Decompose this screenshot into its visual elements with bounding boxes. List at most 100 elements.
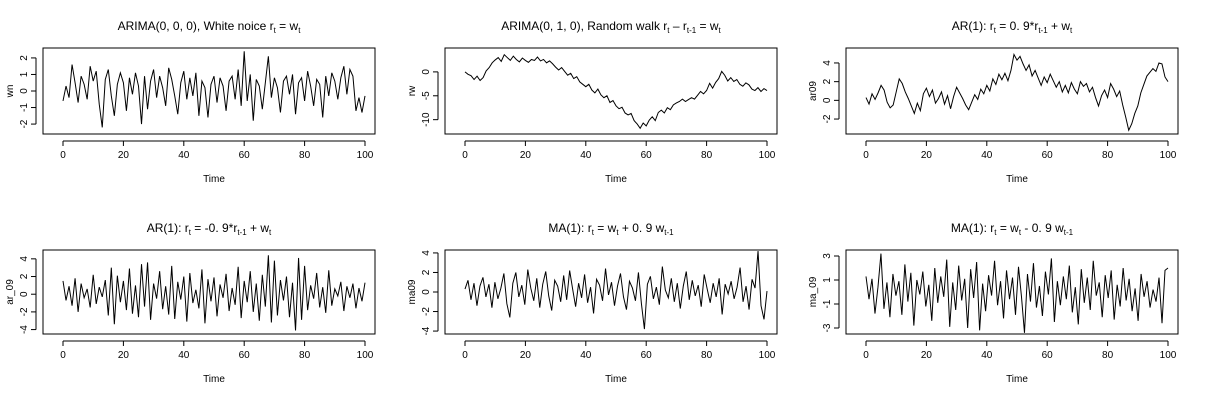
title-m1: – r: [670, 19, 687, 33]
x-tick-label: 100: [357, 350, 374, 361]
x-tick-label: 100: [759, 150, 776, 161]
x-tick-label: 80: [299, 150, 311, 161]
title-s1: t: [994, 26, 997, 35]
title-s2: t-1: [687, 26, 697, 35]
title-m1: = w: [996, 221, 1019, 235]
title-s1: t: [189, 228, 192, 237]
title-s3: t-1: [1064, 228, 1074, 237]
x-tick-label: 0: [60, 350, 66, 361]
y-tick-label: 2: [19, 55, 30, 61]
title-s2: t: [298, 26, 301, 35]
plot-frame: [42, 47, 376, 135]
y-axis-label: ma_09: [808, 276, 819, 307]
title-s2: t-1: [237, 228, 247, 237]
title-s1: t: [667, 26, 670, 35]
series-line-1: [865, 53, 1169, 132]
x-axis-label: Time: [1006, 374, 1028, 385]
y-axis-label: wn: [5, 85, 16, 99]
x-tick-label: 20: [520, 350, 532, 361]
x-tick-label: 100: [759, 350, 776, 361]
y-tick-label: -2: [19, 307, 30, 316]
title-pre: ARIMA(0, 0, 0), White noice r: [118, 19, 274, 33]
y-tick-label: 4: [421, 250, 432, 256]
chart-title: AR(1): rt = 0. 9*rt-1 + wt: [952, 19, 1073, 35]
series-line-1: [464, 250, 768, 330]
y-tick-label: -2: [421, 307, 432, 316]
y-tick-label: 1: [822, 277, 833, 283]
x-axis-label: Time: [605, 374, 627, 385]
chart-panel-5: MA(1): rt = wt + 0. 9 wt-10 20 40 60 80 100Ti…: [407, 221, 778, 385]
y-tick-label: -5: [421, 91, 432, 100]
x-tick-label: 40: [981, 350, 993, 361]
x-tick-label: 0: [863, 150, 869, 161]
x-tick-label: 20: [118, 150, 130, 161]
x-axis-label: Time: [605, 174, 627, 185]
title-m1: = w: [276, 19, 299, 33]
chart-title: MA(1): rt = wt - 0. 9 wt-1: [951, 221, 1074, 237]
x-tick-label: 40: [981, 150, 993, 161]
title-pre: MA(1): r: [548, 221, 591, 235]
title-m2: + w: [1048, 19, 1071, 33]
y-tick-label: -10: [421, 112, 432, 127]
chart-panel-6: MA(1): rt = wt - 0. 9 wt-10 20 40 60 80 100Ti…: [808, 221, 1179, 385]
x-tick-label: 100: [1160, 350, 1177, 361]
y-tick-label: 0: [421, 69, 432, 75]
title-pre: ARIMA(0, 1, 0), Random walk r: [501, 19, 667, 33]
x-axis-label: Time: [203, 374, 225, 385]
x-tick-label: 60: [1042, 350, 1054, 361]
title-s2: t-1: [1038, 26, 1048, 35]
y-tick-label: 4: [822, 60, 833, 66]
title-s1: t: [994, 228, 997, 237]
x-tick-label: 0: [863, 350, 869, 361]
y-axis-label: rw: [407, 85, 418, 96]
plot-frame: [444, 47, 778, 135]
title-s2: t: [1019, 228, 1022, 237]
x-tick-label: 20: [921, 150, 933, 161]
x-tick-label: 0: [60, 150, 66, 161]
x-tick-label: 20: [921, 350, 933, 361]
x-tick-label: 60: [641, 350, 653, 361]
title-m1: = -0. 9*r: [191, 221, 237, 235]
x-tick-label: 60: [239, 350, 251, 361]
y-tick-label: -1: [19, 103, 30, 112]
y-tick-label: 2: [19, 273, 30, 279]
title-pre: AR(1): r: [147, 221, 189, 235]
x-tick-label: 100: [357, 150, 374, 161]
y-tick-label: 3: [822, 253, 833, 259]
y-tick-label: -2: [822, 114, 833, 123]
y-tick-label: 1: [19, 71, 30, 77]
y-tick-label: 2: [822, 78, 833, 84]
chart-panel-2: ARIMA(0, 1, 0), Random walk rt – rt-1 = …: [407, 19, 778, 185]
x-tick-label: 40: [178, 350, 190, 361]
title-pre: AR(1): r: [952, 19, 994, 33]
y-tick-label: 2: [421, 269, 432, 275]
x-tick-label: 80: [1102, 150, 1114, 161]
x-tick-label: 80: [1102, 350, 1114, 361]
chart-title: MA(1): rt = wt + 0. 9 wt-1: [548, 221, 674, 237]
x-tick-label: 0: [462, 150, 468, 161]
chart-title: AR(1): rt = -0. 9*rt-1 + wt: [147, 221, 272, 237]
series-line-1: [464, 53, 768, 130]
x-tick-label: 20: [520, 150, 532, 161]
x-tick-label: 0: [462, 350, 468, 361]
title-s3: t: [269, 228, 272, 237]
y-tick-label: -4: [19, 325, 30, 334]
title-m2: + w: [247, 221, 270, 235]
x-tick-label: 60: [1042, 150, 1054, 161]
title-m2: - 0. 9 w: [1021, 221, 1064, 235]
x-axis-label: Time: [203, 174, 225, 185]
x-axis-label: Time: [1006, 174, 1028, 185]
x-tick-label: 80: [299, 350, 311, 361]
series-line-1: [865, 253, 1169, 333]
y-tick-label: 0: [421, 289, 432, 295]
title-s3: t: [719, 26, 722, 35]
title-s2: t: [616, 228, 619, 237]
y-tick-label: 0: [19, 291, 30, 297]
x-tick-label: 40: [580, 150, 592, 161]
x-tick-label: 100: [1160, 150, 1177, 161]
x-tick-label: 80: [701, 350, 713, 361]
x-tick-label: 60: [239, 150, 251, 161]
title-pre: MA(1): r: [951, 221, 994, 235]
title-m2: = w: [696, 19, 719, 33]
